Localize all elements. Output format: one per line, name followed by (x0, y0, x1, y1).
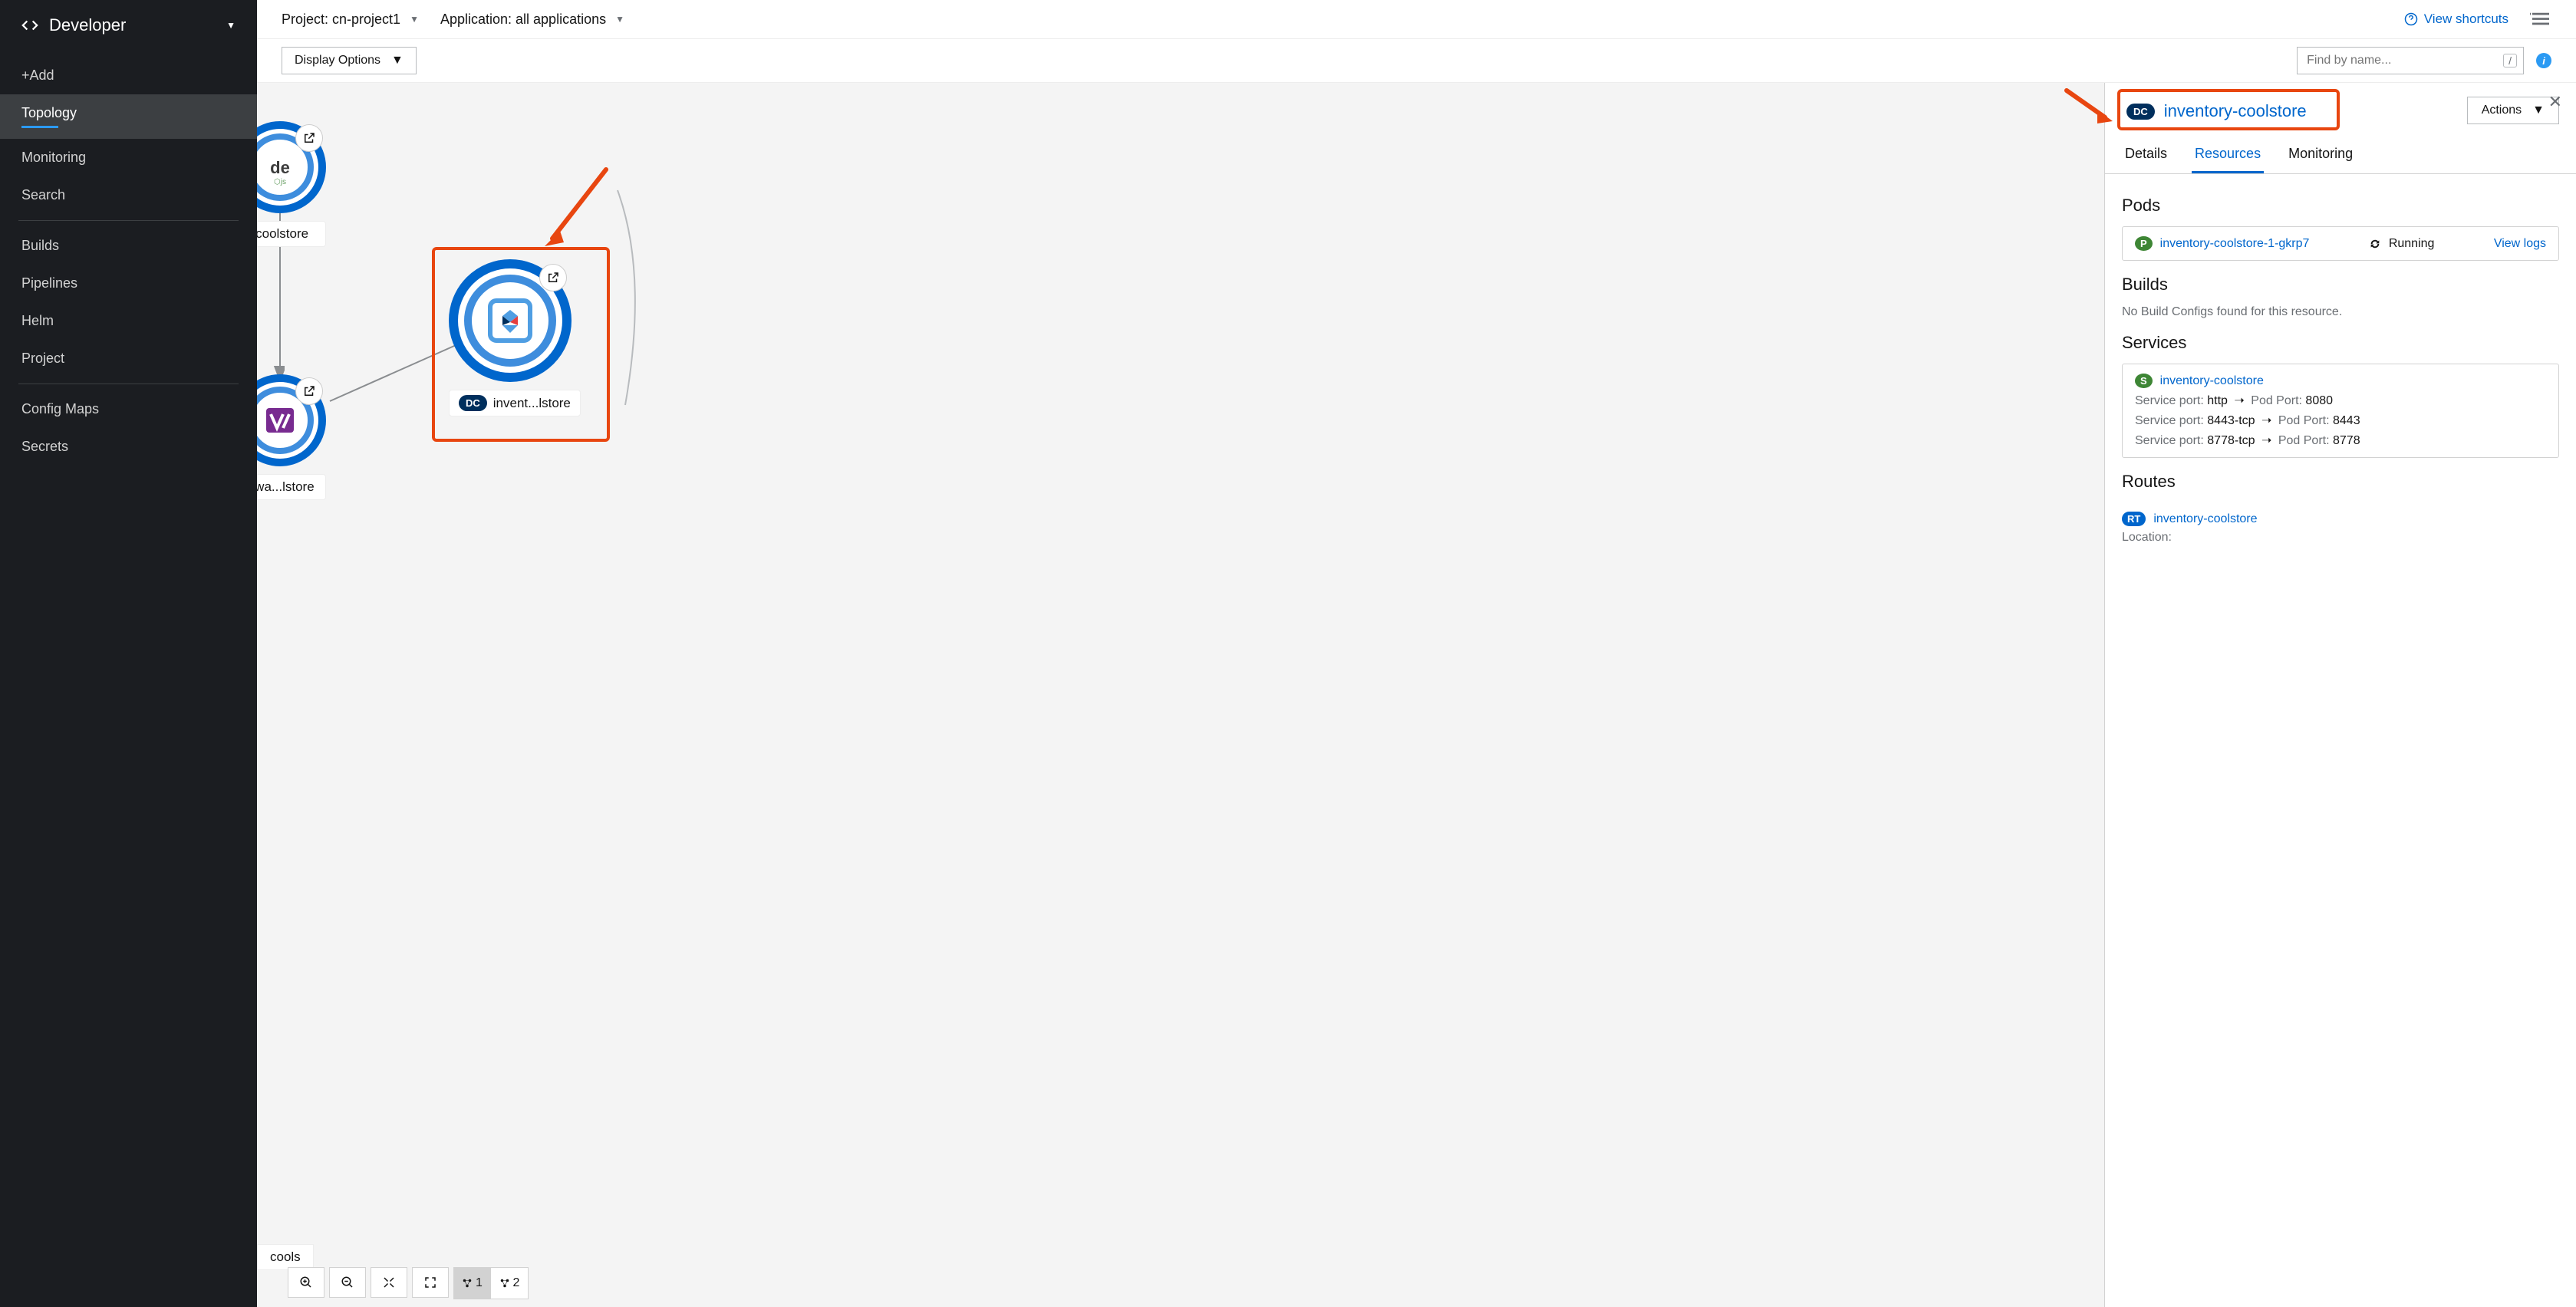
application-label: Application: all applications (440, 12, 606, 28)
open-url-icon[interactable] (295, 377, 323, 405)
layout-1-button[interactable]: 1 (454, 1268, 491, 1299)
layout-toggle: 1 2 (453, 1267, 529, 1299)
zoom-in-button[interactable] (288, 1267, 324, 1298)
zoom-toolbar: 1 2 (257, 1267, 529, 1299)
truncated-node-label: cools (257, 1244, 314, 1270)
node-label: tewa...lstore (257, 474, 326, 500)
nav-secrets[interactable]: Secrets (0, 428, 257, 466)
actions-dropdown[interactable]: Actions ▼ (2467, 97, 2559, 124)
routes-heading: Routes (2122, 472, 2559, 492)
display-options-dropdown[interactable]: Display Options ▼ (282, 47, 417, 74)
nav-add[interactable]: +Add (0, 57, 257, 94)
nav-pipelines[interactable]: Pipelines (0, 265, 257, 302)
node-label: DC invent...lstore (449, 390, 581, 416)
help-icon (2404, 12, 2418, 26)
tab-monitoring[interactable]: Monitoring (2285, 137, 2356, 173)
filterbar: Display Options ▼ / i (257, 39, 2576, 83)
tab-resources[interactable]: Resources (2192, 137, 2264, 173)
nav-topology[interactable]: Topology (0, 94, 257, 139)
close-icon[interactable]: ✕ (2548, 92, 2562, 112)
display-options-label: Display Options (295, 54, 380, 67)
nav-topology-label: Topology (21, 105, 77, 120)
topology-node[interactable]: tewa...lstore (257, 374, 326, 500)
main: Project: cn-project1 ▼ Application: all … (257, 0, 2576, 1307)
sidepanel-header: DC inventory-coolstore Actions ▼ (2105, 83, 2576, 137)
info-icon[interactable]: i (2536, 53, 2551, 68)
search-input[interactable] (2298, 48, 2497, 74)
project-label: Project: cn-project1 (282, 12, 400, 28)
caret-down-icon: ▼ (615, 14, 624, 25)
pod-badge: P (2135, 236, 2153, 251)
layout-2-button[interactable]: 2 (491, 1268, 528, 1299)
open-url-icon[interactable] (539, 264, 567, 291)
nav-search[interactable]: Search (0, 176, 257, 214)
sidebar: Developer ▼ +Add Topology Monitoring Sea… (0, 0, 257, 1307)
route-location-label: Location: (2122, 531, 2547, 545)
application-dropdown[interactable]: Application: all applications ▼ (440, 12, 624, 28)
tab-details[interactable]: Details (2122, 137, 2170, 173)
dc-badge: DC (459, 395, 487, 411)
pod-link[interactable]: inventory-coolstore-1-gkrp7 (2160, 237, 2310, 251)
sidepanel-title: DC inventory-coolstore (2126, 101, 2307, 121)
sidebar-nav: +Add Topology Monitoring Search Builds P… (0, 51, 257, 466)
caret-down-icon: ▼ (391, 54, 404, 67)
port-mapping: Service port: http ➝ Pod Port: 8080 (2135, 393, 2546, 408)
shortcuts-label: View shortcuts (2424, 12, 2508, 27)
pod-status: Running (2389, 237, 2435, 251)
service-card: S inventory-coolstore Service port: http… (2122, 364, 2559, 458)
view-shortcuts[interactable]: View shortcuts (2404, 12, 2508, 27)
reset-view-button[interactable] (412, 1267, 449, 1298)
pods-heading: Pods (2122, 196, 2559, 216)
code-icon (21, 17, 38, 34)
zoom-out-button[interactable] (329, 1267, 366, 1298)
nav-builds[interactable]: Builds (0, 227, 257, 265)
topology-node-selected[interactable]: DC invent...lstore (449, 259, 581, 416)
sync-icon (2369, 238, 2381, 250)
caret-down-icon: ▼ (410, 14, 419, 25)
topbar: Project: cn-project1 ▼ Application: all … (257, 0, 2576, 39)
dc-badge: DC (2126, 104, 2155, 120)
pod-row: P inventory-coolstore-1-gkrp7 Running Vi… (2122, 226, 2559, 261)
nav-project[interactable]: Project (0, 340, 257, 377)
perspective-switcher[interactable]: Developer ▼ (0, 0, 257, 51)
port-mapping: Service port: 8443-tcp ➝ Pod Port: 8443 (2135, 413, 2546, 428)
nav-monitoring[interactable]: Monitoring (0, 139, 257, 176)
slash-key-hint: / (2503, 54, 2517, 67)
service-link[interactable]: inventory-coolstore (2160, 374, 2264, 388)
open-url-icon[interactable] (295, 124, 323, 152)
services-heading: Services (2122, 333, 2559, 353)
nav-helm[interactable]: Helm (0, 302, 257, 340)
nav-configmaps[interactable]: Config Maps (0, 390, 257, 428)
topology-node[interactable]: de⬡js o-coolstore (257, 121, 326, 247)
nav-divider (18, 220, 239, 221)
builds-empty: No Build Configs found for this resource… (2122, 305, 2559, 319)
port-mapping: Service port: 8778-tcp ➝ Pod Port: 8778 (2135, 433, 2546, 448)
fit-to-screen-button[interactable] (371, 1267, 407, 1298)
service-badge: S (2135, 374, 2153, 388)
sidepanel-body: Pods P inventory-coolstore-1-gkrp7 Runni… (2105, 174, 2576, 1307)
sidepanel-tabs: Details Resources Monitoring (2105, 137, 2576, 174)
perspective-label: Developer (49, 15, 226, 35)
find-by-name: / (2297, 47, 2524, 74)
resource-name[interactable]: inventory-coolstore (2164, 101, 2307, 121)
route-badge: RT (2122, 512, 2146, 526)
builds-heading: Builds (2122, 275, 2559, 295)
resource-sidepanel: ✕ DC inventory-coolstore Actions ▼ (2104, 83, 2576, 1307)
route-link[interactable]: inventory-coolstore (2153, 512, 2257, 526)
caret-down-icon: ▼ (226, 20, 236, 31)
view-logs-link[interactable]: View logs (2494, 237, 2546, 251)
caret-down-icon: ▼ (2532, 104, 2545, 117)
project-dropdown[interactable]: Project: cn-project1 ▼ (282, 12, 419, 28)
list-view-icon[interactable] (2530, 11, 2551, 28)
topology-canvas[interactable]: de⬡js o-coolstore (257, 83, 2576, 1307)
node-label: o-coolstore (257, 221, 326, 247)
route-card: RT inventory-coolstore Location: (2122, 502, 2559, 554)
